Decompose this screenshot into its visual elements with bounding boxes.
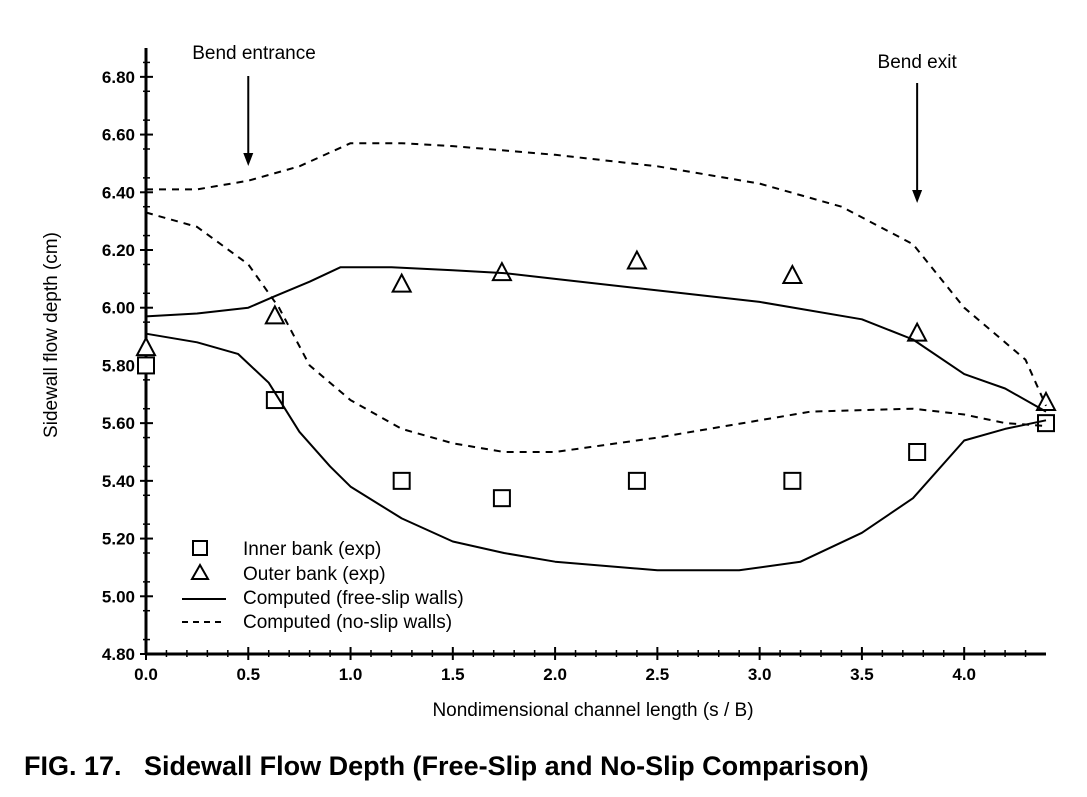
legend-triangle-marker bbox=[190, 562, 210, 580]
inner-bank-point bbox=[627, 471, 646, 490]
y-tick-label: 5.20 bbox=[102, 530, 135, 549]
figure-caption: FIG. 17. Sidewall Flow Depth (Free-Slip … bbox=[24, 751, 869, 781]
bend-exit-arrowhead bbox=[912, 190, 923, 203]
free-slip-curve-1 bbox=[145, 266, 1047, 413]
y-tick-label: 6.00 bbox=[102, 299, 135, 318]
outer-bank-point bbox=[906, 321, 928, 342]
y-tick-label: 5.80 bbox=[102, 356, 135, 375]
y-tick-label: 5.60 bbox=[102, 414, 135, 433]
x-axis-title: Nondimensional channel length (s / B) bbox=[432, 700, 753, 721]
legend: Inner bank (exp) Outer bank (exp) Comput… bbox=[182, 539, 464, 633]
inner-bank-point bbox=[908, 443, 927, 461]
outer-bank-point bbox=[391, 272, 413, 293]
outer-bank-point bbox=[781, 263, 804, 284]
inner-bank-point bbox=[137, 356, 155, 375]
no-slip-curve-1 bbox=[146, 142, 1047, 407]
x-tick-label: 3.0 bbox=[748, 665, 772, 684]
legend-label-outer-bank: Outer bank (exp) bbox=[243, 564, 386, 585]
y-tick-label: 6.60 bbox=[102, 126, 135, 145]
legend-label-no-slip: Computed (no-slip walls) bbox=[243, 612, 452, 633]
x-tick-label: 4.0 bbox=[952, 665, 976, 684]
legend-square-marker bbox=[192, 540, 208, 556]
x-tick-label: 0.5 bbox=[236, 665, 260, 684]
y-tick-label: 6.20 bbox=[102, 241, 135, 260]
bend-entrance-label: Bend entrance bbox=[192, 43, 316, 64]
no-slip-curve-2 bbox=[145, 211, 1047, 453]
y-tick-label: 6.80 bbox=[102, 68, 135, 87]
y-tick-label: 6.40 bbox=[102, 183, 135, 202]
x-tick-label: 1.5 bbox=[441, 665, 465, 684]
outer-bank-point bbox=[626, 249, 648, 270]
outer-bank-point bbox=[264, 304, 286, 325]
x-tick-label: 1.0 bbox=[339, 665, 363, 684]
x-tick-label: 3.5 bbox=[850, 665, 874, 684]
outer-bank-point bbox=[135, 335, 157, 357]
y-tick-label: 4.80 bbox=[102, 645, 135, 664]
series bbox=[135, 142, 1057, 572]
inner-bank-point bbox=[492, 489, 511, 508]
x-tick-label: 2.5 bbox=[646, 665, 670, 684]
inner-bank-point bbox=[783, 471, 802, 490]
legend-label-inner-bank: Inner bank (exp) bbox=[243, 539, 381, 560]
outer-bank-point bbox=[1035, 390, 1057, 411]
free-slip-curve-2 bbox=[145, 332, 1047, 572]
x-tick-label: 2.0 bbox=[543, 665, 567, 684]
y-axis-title: Sidewall flow depth (cm) bbox=[41, 232, 62, 438]
inner-bank-point bbox=[1037, 414, 1055, 433]
bend-exit-annotation: Bend exit bbox=[878, 52, 958, 203]
bend-exit-label: Bend exit bbox=[878, 52, 958, 73]
bend-entrance-annotation: Bend entrance bbox=[192, 43, 316, 166]
y-tick-label: 5.40 bbox=[102, 472, 135, 491]
x-tick-label: 0.0 bbox=[134, 665, 158, 684]
inner-bank-point bbox=[392, 471, 411, 490]
y-tick-label: 5.00 bbox=[102, 587, 135, 606]
ticks: 4.80 5.00 5.20 5.40 5.60 5.80 6.00 6.20 6.40 6.60… bbox=[102, 61, 1027, 684]
bend-entrance-arrowhead bbox=[243, 153, 254, 166]
legend-label-free-slip: Computed (free-slip walls) bbox=[243, 588, 464, 609]
outer-bank-point bbox=[491, 260, 513, 282]
